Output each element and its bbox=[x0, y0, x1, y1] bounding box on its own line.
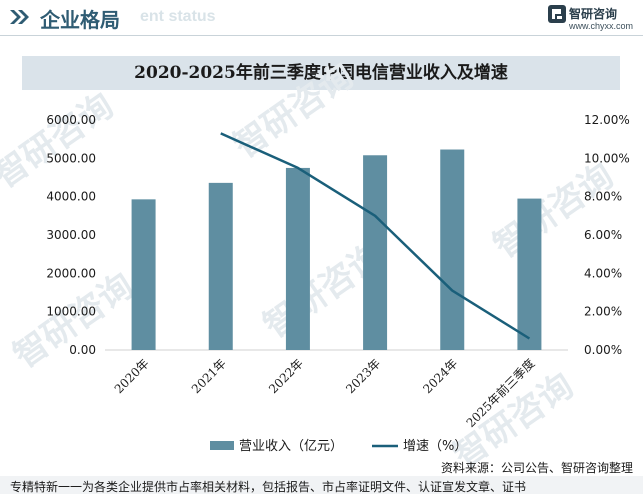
bar bbox=[517, 198, 542, 350]
left-tick-label: 4000.00 bbox=[46, 190, 96, 204]
x-tick-label: 2024年 bbox=[420, 356, 460, 396]
left-tick-label: 2000.00 bbox=[46, 266, 96, 280]
header-divider bbox=[0, 35, 643, 36]
x-tick-label: 2023年 bbox=[343, 356, 383, 396]
legend-bar-label: 营业收入（亿元） bbox=[239, 439, 343, 454]
right-tick-label: 8.00% bbox=[584, 190, 622, 204]
watermark-text: 智研咨询 bbox=[487, 156, 621, 267]
footer-tagline: 专精特新一一为各类企业提供市占率相关材料，包括报告、市占率证明文件、认证宣发文章… bbox=[10, 480, 527, 494]
watermark-text: 智研咨询 bbox=[227, 56, 361, 167]
watermark-text: 智研咨询 bbox=[7, 266, 141, 377]
right-tick-label: 6.00% bbox=[584, 228, 622, 242]
brand-url: www.chyxx.com bbox=[569, 21, 634, 31]
right-tick-label: 10.00% bbox=[584, 151, 630, 165]
brand-logo: 智研咨询 www.chyxx.com bbox=[548, 3, 643, 35]
right-axis: 0.00% 2.00% 4.00% 6.00% 8.00% 10.00% 12.00% bbox=[584, 113, 630, 357]
bar bbox=[208, 182, 233, 350]
legend-bar-swatch bbox=[210, 441, 234, 450]
legend-line-label: 增速（%） bbox=[403, 439, 467, 454]
left-tick-label: 0.00 bbox=[69, 343, 96, 357]
left-tick-label: 1000.00 bbox=[46, 305, 96, 319]
left-tick-label: 6000.00 bbox=[46, 113, 96, 127]
data-source: 资料来源：公司公告、智研咨询整理 bbox=[440, 461, 633, 475]
left-tick-label: 3000.00 bbox=[46, 228, 96, 242]
double-chevron-icon bbox=[10, 10, 29, 24]
bar bbox=[440, 149, 465, 350]
legend: 营业收入（亿元） 增速（%） bbox=[210, 439, 467, 454]
bar-series bbox=[105, 149, 568, 351]
right-tick-label: 0.00% bbox=[584, 343, 622, 357]
x-tick-label: 2020年 bbox=[112, 356, 152, 396]
left-tick-label: 5000.00 bbox=[46, 151, 96, 165]
right-tick-label: 2.00% bbox=[584, 305, 622, 319]
growth-line bbox=[220, 132, 531, 340]
section-title: 企业格局 bbox=[40, 8, 120, 32]
x-tick-label: 2022年 bbox=[266, 356, 306, 396]
x-tick-label: 2021年 bbox=[189, 356, 229, 396]
right-tick-label: 12.00% bbox=[584, 113, 630, 127]
brand-name: 智研咨询 bbox=[569, 7, 618, 21]
bar bbox=[363, 155, 388, 350]
line-series bbox=[220, 132, 531, 340]
bar bbox=[131, 199, 156, 350]
watermark-text: 智研咨询 bbox=[0, 86, 121, 197]
bar bbox=[285, 167, 310, 350]
section-subtitle: ent status bbox=[140, 8, 216, 25]
x-axis: 2020年 2021年 2022年 2023年 2024年 2025年前三季度 bbox=[112, 356, 538, 431]
chart-title: 2020-2025年前三季度中国电信营业收入及增速 bbox=[22, 56, 620, 90]
page-header: 企业格局 ent status 智研咨询 www.chyxx.com bbox=[0, 0, 643, 36]
right-tick-label: 4.00% bbox=[584, 266, 622, 280]
footer-bar: 专精特新一一为各类企业提供市占率相关材料，包括报告、市占率证明文件、认证宣发文章… bbox=[0, 476, 643, 494]
left-axis: 0.00 1000.00 2000.00 3000.00 4000.00 5000.00 6… bbox=[46, 113, 96, 357]
brand-mark-icon bbox=[548, 5, 566, 23]
